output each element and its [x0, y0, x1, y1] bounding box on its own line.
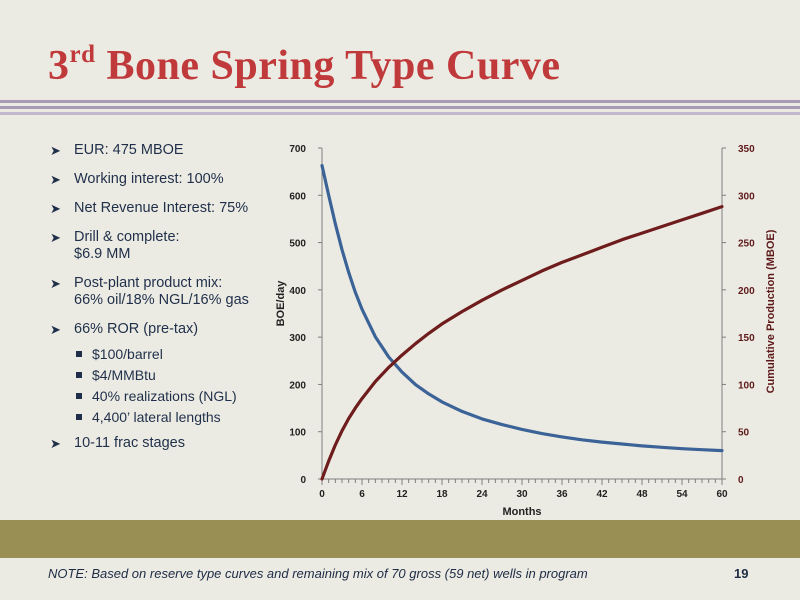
left-tick-label: 600 — [289, 191, 306, 202]
bullet-product-mix: ➤ Post-plant product mix: 66% oil/18% NGL/… — [50, 275, 249, 308]
bullet-list: ➤ EUR: 475 MBOE ➤ Working interest: 100% ➤… — [50, 142, 280, 464]
bullet-ror: ➤ 66% ROR (pre-tax) — [50, 321, 199, 337]
x-tick-label: 18 — [436, 489, 448, 500]
left-axis-title: BOE/day — [275, 280, 287, 327]
right-tick-label: 250 — [738, 239, 755, 250]
right-tick-label: 300 — [738, 191, 755, 202]
x-tick-label: 0 — [319, 489, 325, 500]
slide-title: 3rd Bone Spring Type Curve — [48, 41, 561, 89]
right-tick-label: 0 — [738, 475, 744, 486]
square-bullet-icon — [76, 414, 82, 420]
arrow-bullet-icon: ➤ — [50, 143, 61, 158]
square-bullet-icon — [76, 393, 82, 399]
right-axis-title: Cumulative Production (MBOE) — [765, 229, 777, 393]
bullet-working-interest: ➤ Working interest: 100% — [50, 171, 224, 187]
cumulative-series-line — [320, 205, 724, 481]
x-tick-label: 30 — [516, 489, 528, 500]
arrow-bullet-icon: ➤ — [50, 201, 61, 216]
sub-bullet-gas-price: $4/MMBtu — [50, 367, 280, 383]
x-tick-label: 12 — [396, 489, 408, 500]
x-tick-label: 6 — [359, 489, 365, 500]
left-tick-label: 300 — [289, 333, 306, 344]
arrow-bullet-icon: ➤ — [50, 322, 61, 337]
left-tick-label: 200 — [289, 380, 306, 391]
right-tick-label: 50 — [738, 428, 750, 439]
left-tick-label: 100 — [289, 428, 306, 439]
right-tick-label: 100 — [738, 380, 755, 391]
arrow-bullet-icon: ➤ — [50, 172, 61, 187]
x-tick-label: 24 — [476, 489, 488, 500]
sub-bullet-ngl-realization: 40% realizations (NGL) — [50, 388, 280, 404]
x-tick-label: 48 — [636, 489, 648, 500]
left-tick-label: 700 — [289, 144, 306, 155]
x-tick-label: 36 — [556, 489, 568, 500]
page-number: 19 — [734, 566, 749, 581]
footer-band — [0, 520, 800, 558]
left-tick-label: 400 — [289, 286, 306, 297]
x-tick-label: 54 — [676, 489, 688, 500]
arrow-bullet-icon: ➤ — [50, 436, 61, 451]
x-axis-title: Months — [502, 506, 541, 518]
sub-bullet-lateral-length: 4,400’ lateral lengths — [50, 409, 280, 425]
title-divider-middle — [0, 106, 800, 109]
footnote: NOTE: Based on reserve type curves and r… — [48, 566, 588, 581]
bullet-net-revenue-interest: ➤ Net Revenue Interest: 75% — [50, 200, 249, 216]
arrow-bullet-icon: ➤ — [50, 276, 61, 291]
right-tick-label: 350 — [738, 144, 755, 155]
title-divider-top — [0, 100, 800, 103]
right-tick-label: 150 — [738, 333, 755, 344]
bullet-drill-complete: ➤ Drill & complete: $6.9 MM — [50, 229, 180, 262]
right-tick-label: 200 — [738, 286, 755, 297]
x-tick-label: 42 — [596, 489, 608, 500]
square-bullet-icon — [76, 372, 82, 378]
title-divider-bottom — [0, 112, 800, 115]
square-bullet-icon — [76, 351, 82, 357]
left-tick-label: 500 — [289, 239, 306, 250]
sub-bullet-oil-price: $100/barrel — [50, 346, 280, 362]
bullet-frac-stages: ➤ 10-11 frac stages — [50, 435, 185, 451]
bullet-eur: ➤ EUR: 475 MBOE — [50, 142, 184, 158]
rate-series-line — [320, 163, 724, 453]
left-tick-label: 0 — [300, 475, 306, 486]
x-tick-label: 60 — [716, 489, 728, 500]
arrow-bullet-icon: ➤ — [50, 230, 61, 245]
